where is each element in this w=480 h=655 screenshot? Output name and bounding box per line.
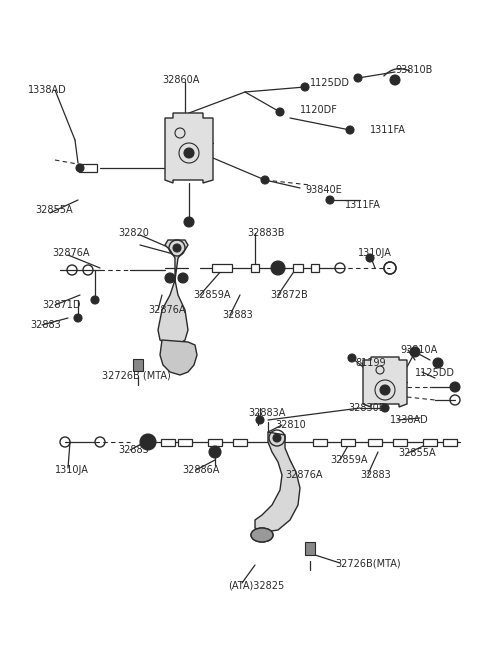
Text: 32876A: 32876A [285,470,323,480]
Text: 32876A: 32876A [148,305,185,315]
Text: 1125DD: 1125DD [310,78,350,88]
Circle shape [348,354,356,362]
Circle shape [261,176,269,184]
Bar [178,438,192,445]
Text: 1125DD: 1125DD [415,368,455,378]
Text: 1311FA: 1311FA [370,125,406,135]
Text: 93810B: 93810B [395,65,432,75]
Text: 1310JA: 1310JA [358,248,392,258]
Text: 32883B: 32883B [247,228,285,238]
Text: 32883: 32883 [118,445,149,455]
Text: 93810A: 93810A [400,345,437,355]
Text: 1338AD: 1338AD [28,85,67,95]
Circle shape [433,358,443,368]
Bar [293,264,303,272]
Text: (ATA)32825: (ATA)32825 [228,580,284,590]
Bar [313,438,327,445]
Bar [341,438,355,445]
Circle shape [366,254,374,262]
Text: 32883: 32883 [30,320,61,330]
Circle shape [381,404,389,412]
Text: 1310JA: 1310JA [55,465,89,475]
Circle shape [76,164,84,172]
Circle shape [301,83,309,91]
Bar [443,438,457,445]
Ellipse shape [251,528,273,542]
Bar [423,438,437,445]
Polygon shape [158,240,188,345]
Polygon shape [160,340,197,375]
Circle shape [173,244,181,252]
Circle shape [346,126,354,134]
Bar [212,264,232,272]
Bar [368,438,382,445]
Bar [233,438,247,445]
Text: 32871D: 32871D [42,300,81,310]
Circle shape [91,296,99,304]
Text: 32859A: 32859A [330,455,368,465]
Circle shape [140,434,156,450]
Bar [208,438,222,445]
Circle shape [390,75,400,85]
Bar [79,164,97,172]
Bar [133,359,143,371]
Text: 32830B: 32830B [348,403,385,413]
Text: 32860A: 32860A [162,75,199,85]
Text: 81199: 81199 [355,358,385,368]
Bar [311,264,319,272]
Polygon shape [165,113,213,183]
Polygon shape [255,432,300,532]
Circle shape [209,446,221,458]
Text: 32886A: 32886A [182,465,219,475]
Circle shape [326,196,334,204]
Text: 32859A: 32859A [193,290,230,300]
Circle shape [276,108,284,116]
Text: 32883: 32883 [360,470,391,480]
Text: 32855A: 32855A [35,205,72,215]
Bar [393,438,407,445]
Circle shape [178,273,188,283]
Text: 32726B(MTA): 32726B(MTA) [335,558,401,568]
Bar [251,264,259,272]
Circle shape [450,382,460,392]
Circle shape [184,148,194,158]
Circle shape [273,434,281,442]
Text: 1338AD: 1338AD [390,415,429,425]
Polygon shape [363,357,407,407]
Circle shape [410,347,420,357]
Circle shape [256,416,264,424]
Text: 1120DF: 1120DF [300,105,338,115]
Ellipse shape [251,528,273,542]
Text: 93840E: 93840E [305,185,342,195]
Text: 32883A: 32883A [248,408,286,418]
Circle shape [184,217,194,227]
Circle shape [354,74,362,82]
Circle shape [165,273,175,283]
Text: 32855A: 32855A [398,448,436,458]
Text: 1311FA: 1311FA [345,200,381,210]
Text: 32876A: 32876A [52,248,89,258]
Circle shape [380,385,390,395]
Text: 32883: 32883 [222,310,253,320]
Bar [305,542,315,555]
Circle shape [74,314,82,322]
Text: 32726B (MTA): 32726B (MTA) [102,370,171,380]
Text: 32810: 32810 [275,420,306,430]
Text: 32820: 32820 [118,228,149,238]
Circle shape [271,261,285,275]
Text: 32872B: 32872B [270,290,308,300]
Bar [161,438,175,445]
